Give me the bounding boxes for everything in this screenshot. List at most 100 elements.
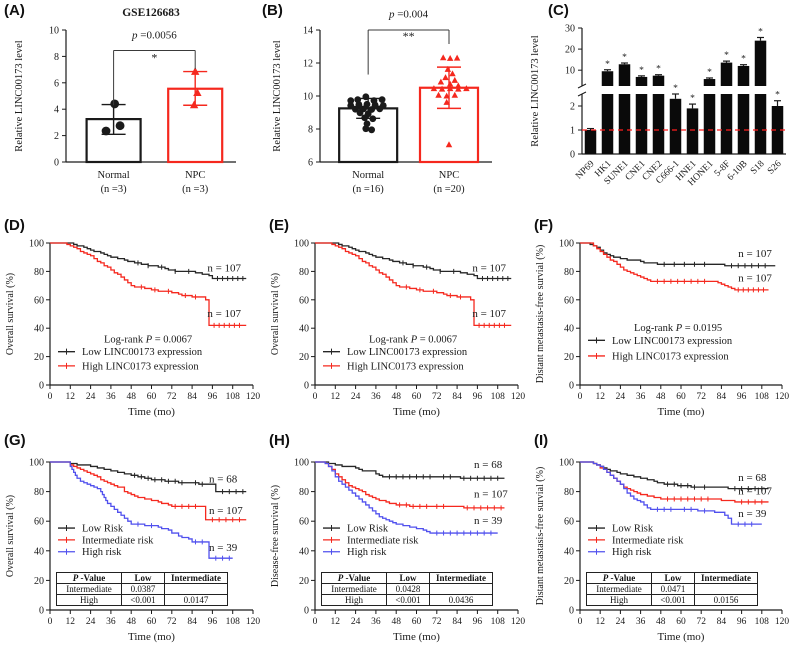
svg-text:60: 60 bbox=[564, 295, 574, 306]
svg-text:High risk: High risk bbox=[82, 547, 122, 558]
km-curve-0 bbox=[315, 242, 512, 281]
svg-text:20: 20 bbox=[564, 352, 574, 363]
svg-text:12: 12 bbox=[303, 59, 313, 70]
bars: * * * * * * * * * * * bbox=[584, 27, 784, 154]
svg-text:120: 120 bbox=[246, 392, 261, 402]
panel-F: (F) 0 20 40 60 80 100 0 12 24 36 48 60 72 84 96 108 120 T… bbox=[530, 215, 794, 430]
ptable-value: <0.001 bbox=[651, 594, 695, 606]
svg-text:40: 40 bbox=[564, 324, 574, 335]
km-curve-2 bbox=[50, 461, 233, 561]
svg-text:n = 107: n = 107 bbox=[474, 489, 508, 501]
svg-text:(n =16): (n =16) bbox=[353, 184, 385, 195]
svg-text:100: 100 bbox=[29, 458, 44, 469]
svg-text:20: 20 bbox=[299, 352, 309, 363]
ptable-row-label: Intermediate bbox=[321, 583, 387, 595]
ptable-header-pvalue: P -Value bbox=[586, 572, 652, 584]
pvalue-table-H: P -Value Low Intermediate Intermediate 0… bbox=[321, 572, 493, 606]
panel-label-D: (D) bbox=[4, 217, 25, 234]
svg-text:72: 72 bbox=[432, 617, 442, 627]
svg-text:Overall survival (%): Overall survival (%) bbox=[5, 495, 16, 577]
panel-label-F: (F) bbox=[534, 217, 554, 234]
svg-text:108: 108 bbox=[491, 392, 506, 402]
svg-text:36: 36 bbox=[636, 617, 646, 627]
svg-text:108: 108 bbox=[226, 617, 241, 627]
svg-text:0: 0 bbox=[578, 392, 583, 402]
svg-text:Low LINC00173 expression: Low LINC00173 expression bbox=[82, 347, 203, 358]
chart-svg-E: 0 20 40 60 80 100 0 12 24 36 48 60 72 84 96 108 120 Time … bbox=[270, 239, 525, 419]
svg-text:*: * bbox=[673, 84, 678, 94]
chart-F: 0 20 40 60 80 100 0 12 24 36 48 60 72 84 96 108 120 Time … bbox=[530, 215, 794, 435]
svg-text:0: 0 bbox=[304, 606, 309, 617]
svg-text:120: 120 bbox=[511, 392, 526, 402]
svg-text:96: 96 bbox=[737, 392, 747, 402]
ptable-row-label: High bbox=[586, 594, 652, 606]
svg-text:10: 10 bbox=[565, 66, 575, 77]
svg-text:100: 100 bbox=[29, 239, 44, 250]
svg-text:p =0.004: p =0.004 bbox=[388, 9, 429, 21]
svg-text:n = 107: n = 107 bbox=[207, 308, 241, 320]
svg-text:72: 72 bbox=[696, 617, 706, 627]
svg-text:Relative LINC00173 level: Relative LINC00173 level bbox=[272, 40, 283, 151]
svg-text:72: 72 bbox=[696, 392, 706, 402]
svg-text:S26: S26 bbox=[766, 159, 784, 177]
chart-svg-H: 0 20 40 60 80 100 0 12 24 36 48 60 72 84 96 108 120 Time … bbox=[270, 458, 525, 644]
svg-text:n = 107: n = 107 bbox=[209, 505, 243, 517]
svg-text:Distant metastasis-free survia: Distant metastasis-free survial (%) bbox=[535, 467, 546, 606]
ptable-empty-cell bbox=[429, 583, 493, 595]
svg-text:*: * bbox=[724, 51, 729, 61]
ptable-row-label: High bbox=[321, 594, 387, 606]
chart-svg-I: 0 20 40 60 80 100 0 12 24 36 48 60 72 84 96 108 120 Time … bbox=[535, 458, 789, 644]
km-curve-1 bbox=[50, 461, 247, 523]
pvalue-table-G: P -Value Low Intermediate Intermediate 0… bbox=[56, 572, 228, 606]
ptable-value: 0.0471 bbox=[651, 583, 695, 595]
svg-text:100: 100 bbox=[559, 458, 574, 469]
axes: 0 20 40 60 80 100 0 12 24 36 48 60 72 84 96 108 120 bbox=[294, 239, 525, 403]
axes: 0 1 2 10 20 30 bbox=[565, 24, 786, 161]
svg-text:Distant metastasis-free survia: Distant metastasis-free survial (%) bbox=[535, 245, 546, 384]
km-curve-1 bbox=[50, 242, 247, 328]
chart-B: 6 8 10 12 14 Relative LINC00173 level Normal (n… bbox=[258, 0, 518, 217]
svg-text:Relative LINC00173 level: Relative LINC00173 level bbox=[14, 40, 25, 151]
panel-E: (E) 0 20 40 60 80 100 0 12 24 36 48 60 72 84 96 108 120 T… bbox=[265, 215, 530, 430]
svg-text:Normal: Normal bbox=[352, 170, 384, 181]
chart-E: 0 20 40 60 80 100 0 12 24 36 48 60 72 84 96 108 120 Time … bbox=[265, 215, 530, 435]
ptable-header-pvalue: P -Value bbox=[56, 572, 122, 584]
svg-text:0: 0 bbox=[48, 617, 53, 627]
svg-text:Time (mo): Time (mo) bbox=[393, 406, 440, 418]
svg-text:100: 100 bbox=[294, 239, 309, 250]
axes: 0 20 40 60 80 100 0 12 24 36 48 60 72 84 96 108 120 bbox=[29, 239, 260, 403]
group-Normal bbox=[338, 93, 399, 164]
svg-text:n = 107: n = 107 bbox=[738, 272, 772, 284]
svg-text:96: 96 bbox=[208, 392, 218, 402]
svg-text:Time (mo): Time (mo) bbox=[128, 406, 175, 418]
svg-text:Relative LINC00173 level: Relative LINC00173 level bbox=[530, 35, 541, 146]
svg-text:p =0.0056: p =0.0056 bbox=[131, 30, 177, 42]
svg-text:100: 100 bbox=[294, 458, 309, 469]
svg-text:**: ** bbox=[403, 29, 415, 43]
svg-text:n = 107: n = 107 bbox=[738, 248, 772, 260]
svg-text:20: 20 bbox=[565, 45, 575, 56]
svg-text:12: 12 bbox=[66, 392, 76, 402]
svg-text:48: 48 bbox=[126, 392, 136, 402]
svg-text:20: 20 bbox=[34, 576, 44, 587]
svg-text:High risk: High risk bbox=[612, 547, 652, 558]
svg-text:84: 84 bbox=[717, 392, 727, 402]
axes: 0 20 40 60 80 100 0 12 24 36 48 60 72 84 96 108 120 bbox=[294, 458, 525, 628]
svg-text:12: 12 bbox=[595, 617, 605, 627]
svg-text:S18: S18 bbox=[749, 159, 767, 177]
svg-text:108: 108 bbox=[226, 392, 241, 402]
chart-G: 0 20 40 60 80 100 0 12 24 36 48 60 72 84 96 108 120 Time … bbox=[0, 430, 265, 650]
svg-text:100: 100 bbox=[559, 239, 574, 250]
panel-B: (B) 6 8 10 12 14 Relative LINC00173 level Norm… bbox=[258, 0, 518, 215]
panel-label-E: (E) bbox=[269, 217, 289, 234]
svg-text:*: * bbox=[622, 53, 627, 63]
km-curve-1 bbox=[315, 242, 512, 328]
svg-text:Time (mo): Time (mo) bbox=[658, 406, 705, 418]
ptable-header-low: Low bbox=[651, 572, 695, 584]
panel-label-B: (B) bbox=[262, 2, 283, 19]
svg-text:80: 80 bbox=[34, 267, 44, 278]
svg-text:80: 80 bbox=[564, 487, 574, 498]
